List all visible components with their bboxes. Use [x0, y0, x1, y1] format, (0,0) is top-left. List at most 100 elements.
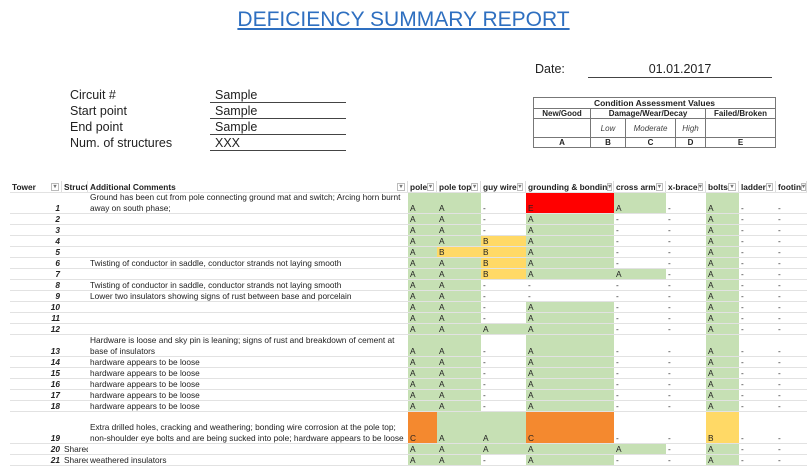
condition-cell[interactable]: A: [526, 269, 614, 279]
condition-cell[interactable]: -: [776, 236, 807, 246]
condition-cell[interactable]: A: [437, 324, 481, 334]
tower-cell[interactable]: 5: [55, 247, 60, 257]
condition-cell[interactable]: -: [776, 379, 807, 389]
condition-cell[interactable]: A: [526, 247, 614, 257]
condition-cell[interactable]: -: [776, 214, 807, 224]
condition-cell[interactable]: -: [666, 247, 706, 257]
tower-cell[interactable]: 21: [50, 455, 60, 465]
condition-cell[interactable]: A: [437, 412, 481, 443]
condition-cell[interactable]: -: [666, 401, 706, 411]
condition-cell[interactable]: -: [481, 225, 526, 235]
condition-cell[interactable]: -: [614, 357, 666, 367]
comment-cell[interactable]: Twisting of conductor in saddle, conduct…: [90, 280, 342, 290]
condition-cell[interactable]: E: [526, 193, 614, 213]
tower-cell[interactable]: 7: [55, 269, 60, 279]
condition-cell[interactable]: A: [437, 269, 481, 279]
condition-cell[interactable]: A: [437, 335, 481, 356]
tower-cell[interactable]: 17: [50, 390, 60, 400]
condition-cell[interactable]: A: [526, 401, 614, 411]
condition-cell[interactable]: A: [706, 214, 739, 224]
condition-cell[interactable]: A: [526, 335, 614, 356]
condition-cell[interactable]: A: [408, 280, 437, 290]
condition-cell[interactable]: -: [666, 193, 706, 213]
condition-cell[interactable]: A: [408, 247, 437, 257]
structure-cell[interactable]: [62, 313, 88, 323]
structure-cell[interactable]: [62, 412, 88, 443]
comment-cell[interactable]: Lower two insulators showing signs of ru…: [90, 291, 352, 301]
condition-cell[interactable]: A: [706, 225, 739, 235]
structure-cell[interactable]: [62, 368, 88, 378]
condition-cell[interactable]: A: [614, 193, 666, 213]
condition-cell[interactable]: A: [408, 401, 437, 411]
condition-cell[interactable]: A: [706, 390, 739, 400]
condition-cell[interactable]: -: [481, 214, 526, 224]
condition-cell[interactable]: A: [526, 379, 614, 389]
condition-cell[interactable]: -: [481, 455, 526, 465]
structure-cell[interactable]: [62, 324, 88, 334]
condition-cell[interactable]: A: [408, 335, 437, 356]
condition-cell[interactable]: A: [437, 225, 481, 235]
tower-cell[interactable]: 20: [50, 444, 60, 454]
column-header[interactable]: x-brace ▾: [666, 181, 706, 192]
condition-cell[interactable]: -: [776, 291, 807, 301]
condition-cell[interactable]: -: [666, 258, 706, 268]
condition-cell[interactable]: A: [706, 324, 739, 334]
condition-cell[interactable]: C: [408, 412, 437, 443]
comment-cell[interactable]: hardware appears to be loose: [90, 401, 200, 411]
condition-cell[interactable]: B: [706, 412, 739, 443]
condition-cell[interactable]: A: [437, 379, 481, 389]
column-header[interactable]: pole top ▾: [437, 181, 481, 192]
condition-cell[interactable]: A: [706, 269, 739, 279]
tower-cell[interactable]: 13: [50, 346, 60, 356]
condition-cell[interactable]: A: [526, 302, 614, 312]
condition-cell[interactable]: A: [408, 390, 437, 400]
structure-cell[interactable]: [62, 225, 88, 235]
tower-cell[interactable]: 12: [50, 324, 60, 334]
condition-cell[interactable]: -: [739, 247, 776, 257]
condition-cell[interactable]: -: [739, 302, 776, 312]
comment-cell[interactable]: hardware appears to be loose: [90, 379, 200, 389]
tower-cell[interactable]: 4: [55, 236, 60, 246]
condition-cell[interactable]: -: [614, 236, 666, 246]
comment-cell[interactable]: Twisting of conductor in saddle, conduct…: [90, 258, 342, 268]
condition-cell[interactable]: -: [739, 335, 776, 356]
condition-cell[interactable]: -: [666, 390, 706, 400]
comment-cell[interactable]: Extra drilled holes, cracking and weathe…: [90, 422, 404, 443]
condition-cell[interactable]: -: [666, 379, 706, 389]
condition-cell[interactable]: A: [706, 302, 739, 312]
condition-cell[interactable]: -: [481, 379, 526, 389]
structure-cell[interactable]: Shared: [64, 455, 88, 465]
structure-cell[interactable]: [62, 357, 88, 367]
condition-cell[interactable]: A: [437, 390, 481, 400]
filter-dropdown-icon[interactable]: ▾: [427, 182, 434, 191]
condition-cell[interactable]: -: [481, 193, 526, 213]
filter-dropdown-icon[interactable]: ▾: [801, 182, 806, 191]
condition-cell[interactable]: A: [408, 444, 437, 454]
condition-cell[interactable]: -: [776, 247, 807, 257]
condition-cell[interactable]: A: [408, 225, 437, 235]
tower-cell[interactable]: 16: [50, 379, 60, 389]
condition-cell[interactable]: A: [437, 258, 481, 268]
condition-cell[interactable]: -: [739, 401, 776, 411]
condition-cell[interactable]: -: [776, 335, 807, 356]
comment-cell[interactable]: weathered insulators: [90, 455, 167, 465]
condition-cell[interactable]: -: [776, 280, 807, 290]
condition-cell[interactable]: A: [408, 302, 437, 312]
condition-cell[interactable]: -: [614, 335, 666, 356]
condition-cell[interactable]: A: [408, 193, 437, 213]
condition-cell[interactable]: -: [481, 357, 526, 367]
condition-cell[interactable]: A: [408, 379, 437, 389]
condition-cell[interactable]: A: [706, 236, 739, 246]
condition-cell[interactable]: -: [776, 302, 807, 312]
condition-cell[interactable]: -: [739, 412, 776, 443]
filter-dropdown-icon[interactable]: ▾: [697, 182, 703, 191]
condition-cell[interactable]: A: [408, 214, 437, 224]
condition-cell[interactable]: A: [614, 444, 666, 454]
condition-cell[interactable]: -: [739, 225, 776, 235]
condition-cell[interactable]: C: [526, 412, 614, 443]
filter-dropdown-icon[interactable]: ▾: [765, 182, 773, 191]
condition-cell[interactable]: A: [706, 368, 739, 378]
structure-cell[interactable]: [62, 390, 88, 400]
condition-cell[interactable]: A: [437, 302, 481, 312]
structure-cell[interactable]: [62, 379, 88, 389]
